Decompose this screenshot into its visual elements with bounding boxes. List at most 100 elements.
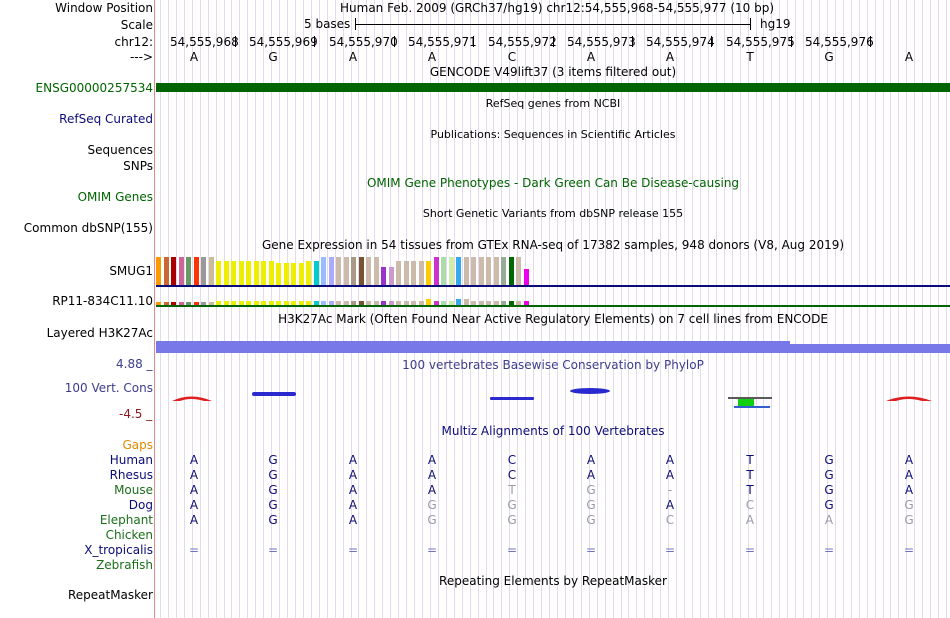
dbsnp-track-title[interactable]: Short Genetic Variants from dbSNP releas… xyxy=(422,207,684,220)
gtex-tissue-bar[interactable] xyxy=(524,269,529,285)
gtex-tissue-bar[interactable] xyxy=(396,301,401,305)
gtex-tissue-bar[interactable] xyxy=(419,261,424,285)
gtex-tissue-bar[interactable] xyxy=(314,301,319,305)
gtex-tissue-bar[interactable] xyxy=(509,257,514,285)
gtex-tissue-bar[interactable] xyxy=(321,301,326,305)
gtex-tissue-bar[interactable] xyxy=(276,301,281,305)
gtex-tissue-bar[interactable] xyxy=(351,257,356,285)
gtex-tissue-bar[interactable] xyxy=(501,301,506,305)
multiz-track-title[interactable]: Multiz Alignments of 100 Vertebrates xyxy=(441,424,665,438)
publications-snps-label[interactable]: SNPs xyxy=(123,159,153,173)
refseq-track-title[interactable]: RefSeq genes from NCBI xyxy=(485,97,621,110)
gtex-tissue-bar[interactable] xyxy=(254,301,259,305)
gtex-tissue-bar[interactable] xyxy=(246,301,251,305)
gtex-tissue-bar[interactable] xyxy=(516,257,521,285)
gtex-tissue-bar[interactable] xyxy=(299,301,304,305)
gtex-tissue-bar[interactable] xyxy=(269,261,274,285)
gtex-track-title[interactable]: Gene Expression in 54 tissues from GTEx … xyxy=(261,238,845,252)
gtex-tissue-bar[interactable] xyxy=(186,302,191,305)
gtex-tissue-bar[interactable] xyxy=(194,302,199,305)
gtex-tissue-bar[interactable] xyxy=(179,257,184,285)
multiz-species-label[interactable]: X_tropicalis xyxy=(84,543,153,557)
gtex-tissue-bar[interactable] xyxy=(524,301,529,305)
gtex-tissue-bar[interactable] xyxy=(254,261,259,285)
gtex-tissue-bar[interactable] xyxy=(516,301,521,305)
gtex-rp11-label[interactable]: RP11-834C11.10 xyxy=(52,294,153,308)
gtex-tissue-bar[interactable] xyxy=(209,302,214,305)
gtex-tissue-bar[interactable] xyxy=(171,257,176,285)
multiz-species-label[interactable]: Mouse xyxy=(114,483,153,497)
gtex-tissue-bar[interactable] xyxy=(344,257,349,285)
gtex-tissue-bar[interactable] xyxy=(216,301,221,305)
gtex-tissue-bar[interactable] xyxy=(381,267,386,285)
gtex-tissue-bar[interactable] xyxy=(441,301,446,305)
gtex-tissue-bar[interactable] xyxy=(269,301,274,305)
omim-track-title[interactable]: OMIM Gene Phenotypes - Dark Green Can Be… xyxy=(366,176,740,190)
multiz-species-label[interactable]: Zebrafish xyxy=(96,558,153,572)
gtex-tissue-bar[interactable] xyxy=(486,301,491,305)
gtex-tissue-bar[interactable] xyxy=(231,261,236,285)
gtex-tissue-bar[interactable] xyxy=(261,301,266,305)
gtex-tissue-bar[interactable] xyxy=(284,263,289,285)
gtex-tissue-bar[interactable] xyxy=(216,261,221,285)
gtex-tissue-bar[interactable] xyxy=(261,261,266,285)
gtex-tissue-bar[interactable] xyxy=(464,299,469,305)
gtex-tissue-bar[interactable] xyxy=(359,257,364,285)
gtex-tissue-bar[interactable] xyxy=(471,301,476,305)
multiz-species-label[interactable]: Human xyxy=(109,453,153,467)
gtex-tissue-bar[interactable] xyxy=(449,301,454,305)
gtex-tissue-bar[interactable] xyxy=(486,257,491,285)
gtex-tissue-bar[interactable] xyxy=(509,301,514,305)
gtex-tissue-bar[interactable] xyxy=(479,301,484,305)
multiz-species-label[interactable]: Rhesus xyxy=(109,468,153,482)
publications-sequences-label[interactable]: Sequences xyxy=(87,143,153,157)
gtex-tissue-bar[interactable] xyxy=(389,301,394,305)
gtex-tissue-bar[interactable] xyxy=(194,257,199,285)
gtex-tissue-bar[interactable] xyxy=(224,301,229,305)
gencode-track-label[interactable]: ENSG00000257534 xyxy=(35,81,153,95)
gtex-tissue-bar[interactable] xyxy=(239,301,244,305)
gtex-tissue-bar[interactable] xyxy=(359,301,364,305)
gtex-tissue-bar[interactable] xyxy=(156,302,161,305)
gtex-tissue-bar[interactable] xyxy=(231,301,236,305)
repeatmasker-track-title[interactable]: Repeating Elements by RepeatMasker xyxy=(439,574,667,588)
h3k27ac-track-label[interactable]: Layered H3K27Ac xyxy=(46,326,153,340)
gtex-tissue-bar[interactable] xyxy=(404,261,409,285)
gtex-tissue-bar[interactable] xyxy=(494,257,499,285)
gtex-tissue-bar[interactable] xyxy=(374,257,379,285)
gtex-tissue-bar[interactable] xyxy=(299,263,304,285)
gtex-tissue-bar[interactable] xyxy=(329,301,334,305)
gtex-tissue-bar[interactable] xyxy=(426,299,431,305)
gtex-tissue-bar[interactable] xyxy=(291,301,296,305)
gtex-tissue-bar[interactable] xyxy=(179,302,184,305)
omim-track-label[interactable]: OMIM Genes xyxy=(77,190,153,204)
gtex-tissue-bar[interactable] xyxy=(156,257,161,285)
gtex-tissue-bar[interactable] xyxy=(306,261,311,285)
gtex-tissue-bar[interactable] xyxy=(336,301,341,305)
gtex-tissue-bar[interactable] xyxy=(329,257,334,285)
gtex-tissue-bar[interactable] xyxy=(494,301,499,305)
gtex-tissue-bar[interactable] xyxy=(456,299,461,305)
h3k27ac-track-title[interactable]: H3K27Ac Mark (Often Found Near Active Re… xyxy=(278,312,828,326)
gtex-tissue-bar[interactable] xyxy=(314,261,319,285)
gtex-tissue-bar[interactable] xyxy=(164,302,169,305)
gtex-tissue-bar[interactable] xyxy=(336,257,341,285)
gtex-tissue-bar[interactable] xyxy=(209,257,214,285)
gtex-tissue-bar[interactable] xyxy=(164,257,169,285)
gtex-tissue-bar[interactable] xyxy=(479,257,484,285)
gtex-tissue-bar[interactable] xyxy=(411,261,416,285)
dbsnp-track-label[interactable]: Common dbSNP(155) xyxy=(23,221,153,235)
multiz-species-label[interactable]: Chicken xyxy=(105,528,153,542)
gtex-tissue-bar[interactable] xyxy=(351,301,356,305)
gtex-tissue-bar[interactable] xyxy=(434,257,439,285)
multiz-species-label[interactable]: Dog xyxy=(128,498,153,512)
gtex-smug1-label[interactable]: SMUG1 xyxy=(109,264,153,278)
gtex-tissue-bar[interactable] xyxy=(186,257,191,285)
phylop-track-title[interactable]: 100 vertebrates Basewise Conservation by… xyxy=(402,358,704,372)
gtex-tissue-bar[interactable] xyxy=(449,257,454,285)
publications-track-title[interactable]: Publications: Sequences in Scientific Ar… xyxy=(430,128,676,141)
repeatmasker-track-label[interactable]: RepeatMasker xyxy=(67,588,153,602)
gtex-tissue-bar[interactable] xyxy=(291,263,296,285)
gtex-tissue-bar[interactable] xyxy=(171,302,176,305)
gencode-gene-bar[interactable] xyxy=(156,83,950,92)
